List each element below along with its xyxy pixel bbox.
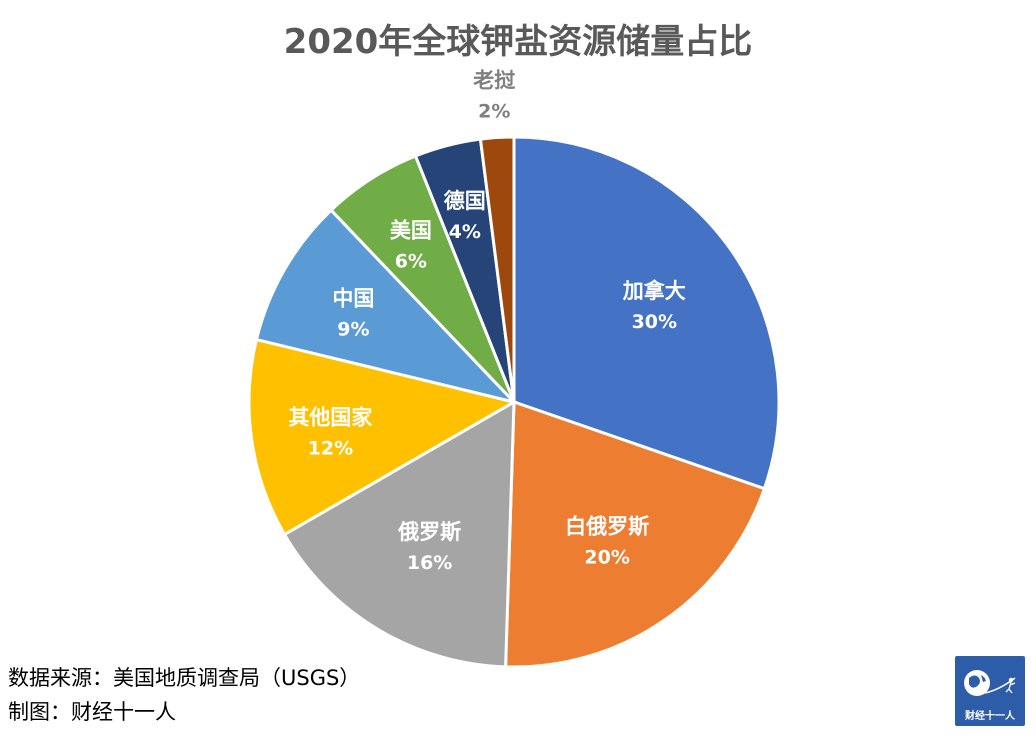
credit-note: 制图：财经十一人 [8,700,176,724]
pie-slice [478,135,516,403]
source-note: 数据来源：美国地质调查局（USGS） [8,666,361,690]
slice-label: 美国 [390,218,432,242]
slice-value-label: 20% [584,546,629,568]
pie-slice [512,135,781,491]
logo-text: 财经十一人 [965,711,1015,722]
slice-label: 德国 [444,189,486,213]
pie-slice [247,337,518,537]
slice-label: 加拿大 [622,279,686,303]
slice-label: 中国 [332,286,374,310]
slice-value-label: 2% [478,101,510,123]
slice-value-label: 4% [449,221,481,243]
slice-value-label: 12% [308,437,353,459]
slice-label: 俄罗斯 [397,520,461,544]
brand-logo: 财经十一人 [955,656,1025,726]
slice-value-label: 16% [407,552,452,574]
globe-icon [964,670,1016,696]
slice-label: 白俄罗斯 [565,514,649,538]
slice-value-label: 30% [632,311,677,333]
slice-value-label: 6% [395,250,427,272]
pie-slice [282,399,516,669]
pie-slice [504,399,767,669]
slice-label: 其他国家 [288,405,373,429]
pie-slice [254,208,519,405]
slice-value-label: 9% [337,318,369,340]
chart-title: 2020年全球钾盐资源储量占比 [283,22,753,62]
slice-label: 老挝 [473,69,516,93]
